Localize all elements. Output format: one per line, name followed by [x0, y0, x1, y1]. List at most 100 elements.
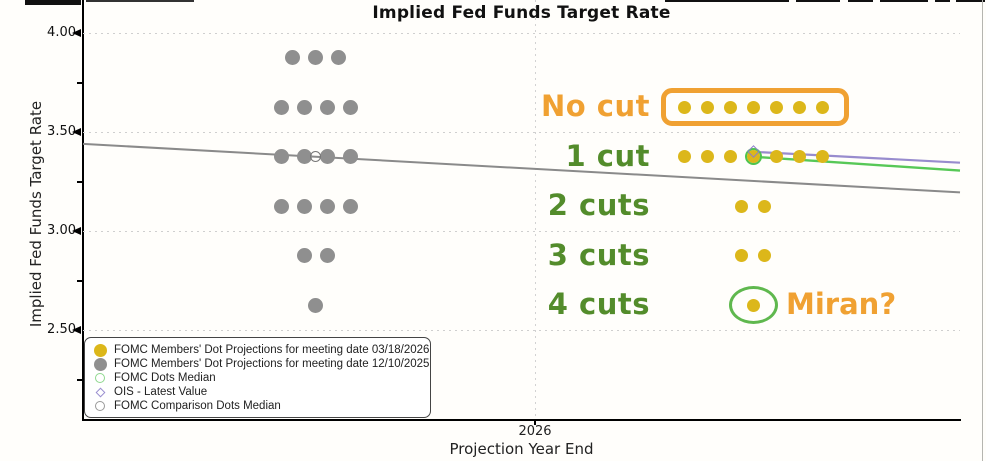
y-tick-arrow-icon — [72, 227, 81, 235]
y-minor-tick — [77, 180, 82, 183]
legend-marker-icon — [93, 399, 107, 413]
fomc-projection-dot — [308, 50, 323, 66]
filled-circle-icon — [93, 343, 107, 357]
fomc-projection-dot — [758, 199, 771, 213]
cropped-toolbar-edge — [86, 0, 194, 2]
horizontal-gridline — [83, 230, 960, 233]
legend-label: FOMC Comparison Dots Median — [114, 400, 281, 412]
vertical-gridline — [534, 0, 537, 420]
legend-label: OIS - Latest Value — [114, 386, 208, 398]
fomc-projection-dot — [308, 297, 323, 313]
fomc-projection-dot — [723, 100, 737, 114]
fomc-projection-dot — [342, 198, 358, 214]
legend-label: FOMC Dots Median — [114, 372, 216, 384]
legend-marker-icon — [93, 371, 107, 385]
fomc-projection-dot — [319, 198, 335, 214]
fomc-projection-dot — [296, 99, 312, 115]
y-tick-arrow-icon — [72, 29, 81, 37]
legend-item[interactable]: FOMC Members' Dot Projections for meetin… — [93, 343, 429, 357]
fomc-projection-dot — [296, 149, 312, 165]
fomc-projection-dot — [735, 199, 748, 213]
fomc-projection-dot — [273, 198, 289, 214]
cropped-toolbar-edge — [880, 0, 928, 2]
fomc-dots-median-marker — [744, 148, 762, 166]
filled-circle-icon — [93, 357, 107, 371]
fomc-projection-dot — [769, 100, 783, 114]
fomc-projection-dot — [677, 100, 691, 114]
cropped-toolbar-edge — [796, 0, 840, 2]
fomc-projection-dot — [792, 150, 806, 164]
chart-title: Implied Fed Funds Target Rate — [372, 3, 671, 23]
open-diamond-icon — [95, 387, 105, 397]
legend-label: FOMC Members' Dot Projections for meetin… — [114, 344, 430, 356]
miran-annotation-label: Miran? — [786, 287, 897, 322]
fomc-projection-dot — [296, 248, 312, 264]
fomc-projection-dot — [342, 99, 358, 115]
no-cut-highlight-box — [661, 88, 849, 127]
cut-scenario-label: 1 cut — [565, 138, 650, 173]
horizontal-gridline — [83, 131, 960, 134]
y-tick-label: 2.50 — [47, 322, 76, 337]
legend-item[interactable]: FOMC Comparison Dots Median — [93, 399, 422, 413]
legend-box: FOMC Members' Dot Projections for meetin… — [84, 337, 431, 418]
legend-marker-icon — [93, 357, 107, 371]
open-circle-icon — [95, 373, 105, 383]
cut-scenario-label: 2 cuts — [547, 188, 650, 223]
legend-marker-icon — [93, 343, 107, 357]
fomc-projection-dot — [273, 99, 289, 115]
y-tick-arrow-icon — [72, 326, 81, 334]
fomc-projection-dot — [319, 149, 335, 165]
cropped-toolbar-edge — [25, 0, 81, 5]
legend-item[interactable]: OIS - Latest Value — [93, 385, 422, 399]
miran-highlight-ellipse — [728, 286, 778, 325]
fomc-projection-dot — [342, 149, 358, 165]
y-minor-tick — [77, 279, 82, 282]
x-tick-mark — [534, 420, 536, 425]
fomc-projection-dot — [331, 50, 346, 66]
y-axis-line — [82, 0, 84, 420]
horizontal-gridline — [83, 329, 960, 332]
ois-trend-line — [752, 150, 961, 164]
y-minor-tick — [77, 81, 82, 84]
cropped-toolbar-edge — [935, 0, 950, 2]
fomc-projection-dot — [815, 150, 829, 164]
fomc-projection-dot — [758, 249, 771, 263]
horizontal-gridline — [83, 32, 960, 35]
y-tick-label: 4.00 — [47, 25, 76, 40]
fomc-projection-dot — [746, 100, 760, 114]
fomc-projection-dot — [723, 150, 737, 164]
legend-label: FOMC Members' Dot Projections for meetin… — [114, 358, 430, 370]
fomc-projection-dot — [700, 150, 714, 164]
y-minor-tick — [77, 378, 82, 381]
fomc-projection-dot — [735, 249, 748, 263]
plot-right-border — [982, 0, 983, 461]
open-circle-icon — [95, 401, 105, 411]
fomc-projection-dot — [677, 150, 691, 164]
legend-marker-icon — [93, 385, 107, 399]
fomc-projection-dot — [769, 150, 783, 164]
cut-scenario-label: 3 cuts — [547, 237, 650, 272]
fomc-projection-dot — [700, 100, 714, 114]
dots-median-trend-line — [752, 155, 961, 172]
fomc-projection-dot — [296, 198, 312, 214]
fomc-projection-dot — [285, 50, 300, 66]
fomc-comparison-dots-median-marker — [310, 151, 321, 163]
legend-item[interactable]: FOMC Dots Median — [93, 371, 422, 385]
cropped-toolbar-edge — [665, 0, 789, 2]
legend-item[interactable]: FOMC Members' Dot Projections for meetin… — [93, 357, 429, 371]
cropped-toolbar-edge — [848, 0, 873, 2]
y-tick-label: 3.00 — [47, 223, 76, 238]
cut-scenario-label: 4 cuts — [547, 287, 650, 322]
comparison-median-trend-line — [82, 142, 961, 194]
fomc-projection-dot — [815, 100, 829, 114]
fomc-projection-dot — [319, 99, 335, 115]
y-tick-label: 3.50 — [47, 124, 76, 139]
fomc-projection-dot — [273, 149, 289, 165]
x-axis-title: Projection Year End — [449, 440, 594, 458]
fomc-projection-dot — [792, 100, 806, 114]
cut-scenario-label: No cut — [541, 89, 650, 124]
y-tick-arrow-icon — [72, 128, 81, 136]
cropped-toolbar-edge — [956, 0, 985, 2]
